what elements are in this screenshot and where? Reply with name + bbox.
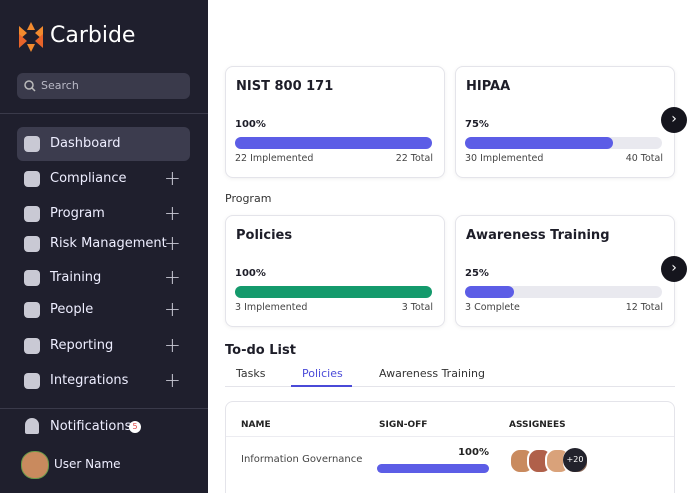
tab[interactable]: Policies — [302, 367, 343, 380]
nav-label: People — [50, 302, 94, 317]
search-box[interactable]: Search — [17, 73, 190, 99]
percent-label: 25% — [465, 268, 489, 279]
row-name: Information Governance — [241, 454, 363, 465]
nav-item[interactable]: Risk Management + — [17, 227, 190, 261]
progress-track — [235, 137, 432, 149]
user-name[interactable]: User Name — [54, 457, 121, 471]
left-stat: 3 Complete — [465, 302, 520, 313]
progress-card: Awareness Training 25% 3 Complete 12 Total — [455, 215, 675, 327]
nav-icon — [24, 171, 40, 187]
progress-bar — [235, 286, 432, 298]
logo-icon — [19, 22, 43, 52]
card-title: HIPAA — [466, 79, 511, 94]
tab[interactable]: Tasks — [236, 367, 266, 380]
progress-track — [235, 286, 432, 298]
nav-item[interactable]: Integrations + — [17, 364, 190, 398]
nav-label: Dashboard — [50, 136, 121, 151]
progress-bar — [377, 464, 489, 473]
brand: Carbide — [50, 23, 136, 48]
search-placeholder: Search — [41, 79, 79, 92]
card-title: NIST 800 171 — [236, 79, 334, 94]
nav-icon — [24, 270, 40, 286]
nav-icon — [24, 338, 40, 354]
nav-label: Program — [50, 206, 105, 221]
percent-label: 100% — [235, 119, 266, 130]
left-stat: 22 Implemented — [235, 153, 314, 164]
todo-table — [225, 401, 675, 493]
tab[interactable]: Awareness Training — [379, 367, 485, 380]
nav-label: Compliance — [50, 171, 127, 186]
right-stat: 22 Total — [395, 153, 433, 164]
divider — [0, 408, 208, 409]
expand-icon: + — [164, 166, 181, 190]
nav-icon — [24, 302, 40, 318]
expand-icon: + — [164, 368, 181, 392]
next-arrow[interactable]: › — [661, 107, 687, 133]
expand-icon: + — [164, 297, 181, 321]
user-avatar — [21, 451, 49, 479]
progress-bar — [465, 137, 613, 149]
nav-item[interactable]: Compliance + — [17, 162, 190, 196]
left-stat: 30 Implemented — [465, 153, 544, 164]
nav-item[interactable]: Program + — [17, 197, 190, 231]
card-title: Awareness Training — [466, 228, 610, 243]
nav-label: Risk Management — [50, 236, 167, 251]
column-header: SIGN-OFF — [379, 420, 428, 430]
nav-icon — [24, 136, 40, 152]
progress-bar — [235, 137, 432, 149]
nav-icon — [24, 206, 40, 222]
card-title: Policies — [236, 228, 293, 243]
nav-item[interactable]: Training + — [17, 261, 190, 295]
progress-card: Policies 100% 3 Implemented 3 Total — [225, 215, 445, 327]
column-header: ASSIGNEES — [509, 420, 566, 430]
extra-assignees: +20 — [563, 448, 587, 472]
progress-track — [465, 137, 662, 149]
nav-item[interactable]: Reporting + — [17, 329, 190, 363]
nav-label: Integrations — [50, 373, 129, 388]
expand-icon: + — [164, 265, 181, 289]
tab-divider — [225, 386, 675, 387]
sidebar: Carbide Search Notifications 5 User Name… — [0, 0, 208, 493]
nav-item[interactable]: People + — [17, 293, 190, 327]
section-label: Program — [225, 192, 272, 205]
right-stat: 12 Total — [625, 302, 663, 313]
left-stat: 3 Implemented — [235, 302, 308, 313]
expand-icon: + — [164, 333, 181, 357]
column-header: NAME — [241, 420, 271, 430]
todo-title: To-do List — [225, 343, 296, 358]
progress-track — [377, 464, 489, 473]
expand-icon: + — [164, 231, 181, 255]
nav-label: Training — [50, 270, 102, 285]
bell-icon — [25, 418, 39, 434]
nav-label: Reporting — [50, 338, 114, 353]
next-arrow[interactable]: › — [661, 256, 687, 282]
nav-icon — [24, 236, 40, 252]
percent-label: 75% — [465, 119, 489, 130]
progress-card: NIST 800 171 100% 22 Implemented 22 Total — [225, 66, 445, 178]
percent-label: 100% — [458, 447, 489, 458]
right-stat: 40 Total — [625, 153, 663, 164]
nav-icon — [24, 373, 40, 389]
nav-item[interactable]: Dashboard — [17, 127, 190, 161]
progress-card: HIPAA 75% 30 Implemented 40 Total — [455, 66, 675, 178]
right-stat: 3 Total — [401, 302, 433, 313]
progress-track — [465, 286, 662, 298]
divider — [0, 113, 208, 114]
expand-icon: + — [164, 201, 181, 225]
percent-label: 100% — [235, 268, 266, 279]
notifications-label[interactable]: Notifications — [50, 419, 132, 434]
progress-bar — [465, 286, 515, 298]
notification-badge: 5 — [129, 421, 141, 433]
tab-underline — [291, 385, 352, 387]
